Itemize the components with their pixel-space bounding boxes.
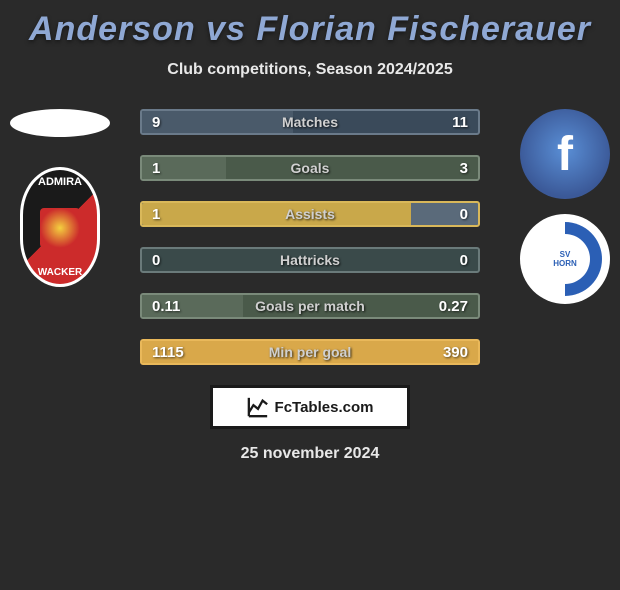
- stat-label: Goals: [291, 160, 330, 176]
- stat-left-value: 1: [152, 206, 160, 223]
- stat-right-value: 390: [443, 344, 468, 361]
- stat-right-value: 3: [460, 160, 468, 177]
- club-left-badge: ADMIRA WACKER: [20, 167, 100, 287]
- comparison-content: ADMIRA WACKER f SV HORN 9Matches111Goals…: [0, 109, 620, 365]
- facebook-icon[interactable]: f: [520, 109, 610, 199]
- stat-label: Assists: [285, 206, 335, 222]
- player-left-oval-icon: [10, 109, 110, 137]
- stat-label: Goals per match: [255, 298, 365, 314]
- club-left-top: ADMIRA: [38, 176, 82, 188]
- club-right-badge: SV HORN: [520, 214, 610, 304]
- club-left-bottom: WACKER: [38, 267, 82, 278]
- footer-branding[interactable]: FcTables.com: [210, 385, 410, 429]
- right-badges: f SV HORN: [520, 109, 610, 304]
- club-left-crest-icon: [40, 208, 80, 248]
- stat-right-value: 0: [460, 252, 468, 269]
- stat-left-value: 0.11: [152, 298, 180, 315]
- stat-bar-fill: [142, 203, 411, 225]
- subtitle: Club competitions, Season 2024/2025: [0, 61, 620, 79]
- stat-bar: 9 Matches 11: [140, 109, 480, 135]
- stat-right-value: 11: [452, 114, 468, 131]
- stat-bars: 9Matches111Goals31Assists00Hattricks00.1…: [140, 109, 480, 365]
- stat-bar: 0.11 Goals per match 0.27: [140, 293, 480, 319]
- stat-bar-fill: [142, 111, 293, 133]
- stat-label: Matches: [282, 114, 338, 130]
- stat-bar: 1115 Min per goal 390: [140, 339, 480, 365]
- stat-right-value: 0: [460, 206, 468, 223]
- club-right-crest-icon: SV HORN: [540, 234, 590, 284]
- stat-bar: 1 Assists 0: [140, 201, 480, 227]
- stat-label: Min per goal: [269, 344, 351, 360]
- chart-icon: [247, 396, 269, 418]
- stat-bar: 0 Hattricks 0: [140, 247, 480, 273]
- stat-right-value: 0.27: [439, 298, 468, 315]
- left-badges: ADMIRA WACKER: [10, 109, 110, 287]
- stat-label: Hattricks: [280, 252, 340, 268]
- stat-left-value: 1115: [152, 344, 184, 361]
- stat-bar: 1 Goals 3: [140, 155, 480, 181]
- club-right-top: SV: [560, 250, 571, 259]
- stat-left-value: 1: [152, 160, 160, 177]
- date-label: 25 november 2024: [0, 445, 620, 463]
- footer-label: FcTables.com: [275, 399, 374, 416]
- stat-left-value: 0: [152, 252, 160, 269]
- page-title: Anderson vs Florian Fischerauer: [0, 10, 620, 49]
- stat-left-value: 9: [152, 114, 160, 131]
- club-right-bottom: HORN: [553, 259, 577, 268]
